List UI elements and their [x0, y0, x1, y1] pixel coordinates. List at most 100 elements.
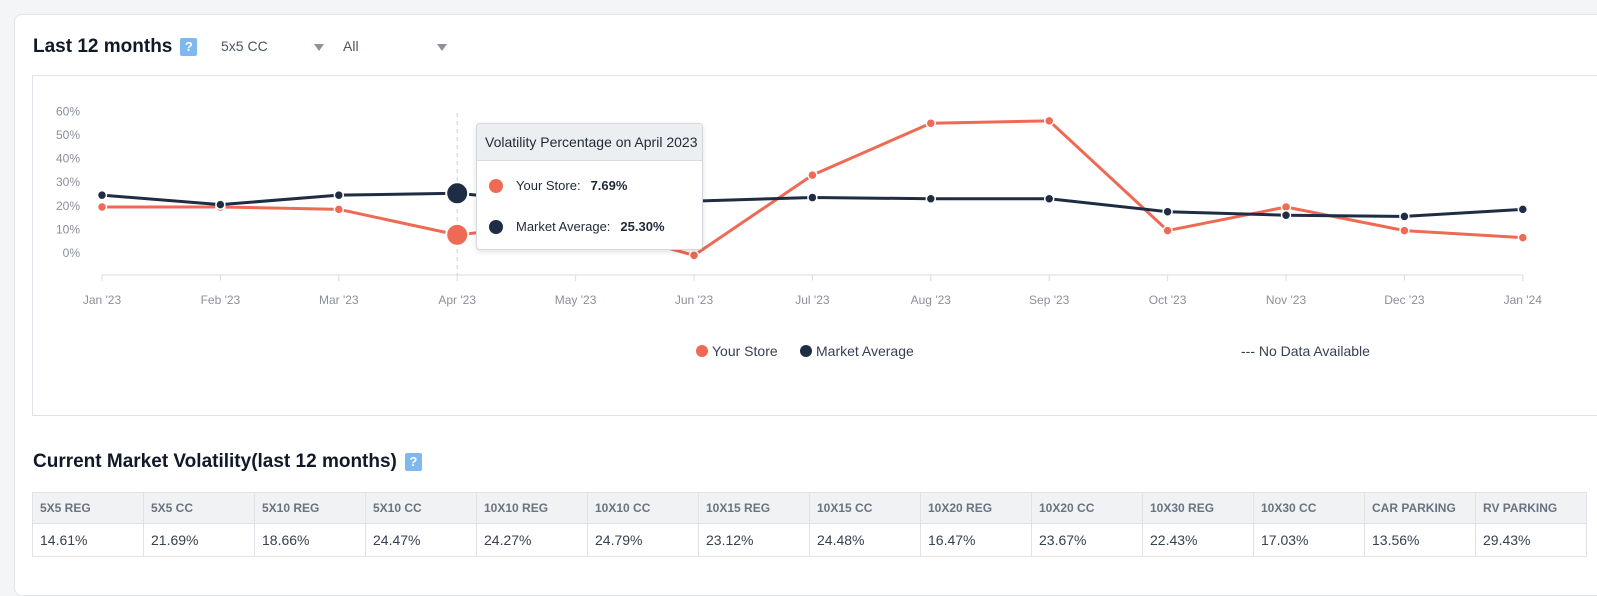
y-tick-label: 10% — [56, 222, 80, 236]
column-header: 5X5 REG — [32, 492, 144, 524]
table-cell: 23.67% — [1031, 523, 1143, 557]
market-average-dot-icon — [489, 219, 503, 234]
table-cell: 24.27% — [476, 523, 588, 557]
chevron-down-icon — [314, 44, 324, 51]
x-tick-label: Jul '23 — [795, 293, 830, 307]
data-point — [925, 117, 937, 129]
table-cell: 18.66% — [254, 523, 366, 557]
chevron-down-icon — [437, 44, 447, 51]
x-tick-label: Nov '23 — [1266, 293, 1307, 307]
legend-dot-icon — [800, 345, 812, 357]
y-tick-label: 60% — [56, 104, 80, 118]
scope-dropdown[interactable]: All — [343, 38, 449, 54]
tooltip-label: Market Average: — [516, 219, 611, 234]
column-header: 10X15 REG — [698, 492, 810, 524]
tooltip-label: Your Store: — [516, 178, 581, 193]
chart-container — [32, 75, 1597, 416]
x-tick-label: May '23 — [555, 293, 597, 307]
scope-value: All — [343, 38, 359, 54]
chart-header: Last 12 months ? — [33, 34, 198, 60]
section-title: Current Market Volatility(last 12 months… — [33, 451, 397, 472]
column-header: 10X20 REG — [920, 492, 1032, 524]
y-tick-label: 50% — [56, 128, 80, 142]
volatility-table: 5X5 REG 5X5 CC 5X10 REG 5X10 CC 10X10 REG 10X… — [32, 492, 1587, 557]
table-cell: 24.48% — [809, 523, 921, 557]
data-point — [807, 169, 818, 181]
data-point — [1162, 206, 1173, 217]
no-data-legend: --- No Data Available — [1241, 343, 1370, 359]
x-tick-label: Oct '23 — [1149, 293, 1187, 307]
help-icon[interactable]: ? — [180, 38, 198, 56]
tooltip-value: 7.69% — [590, 178, 628, 193]
data-point — [1162, 225, 1173, 236]
data-point — [807, 192, 818, 203]
legend-item-market-average[interactable]: Market Average — [800, 343, 914, 359]
series-line-your-store — [102, 119, 1523, 257]
x-tick-label: Sep '23 — [1029, 293, 1070, 307]
table-cell: 29.43% — [1475, 523, 1587, 557]
legend-item-your-store[interactable]: Your Store — [696, 343, 778, 359]
data-point — [925, 193, 937, 204]
column-header: 10X20 CC — [1031, 492, 1143, 524]
y-tick-label: 40% — [56, 152, 80, 166]
column-header: 5X10 CC — [365, 492, 477, 524]
table-cell: 23.12% — [698, 523, 810, 557]
column-header: 10X10 REG — [476, 492, 588, 524]
table-cell: 16.47% — [920, 523, 1032, 557]
table-row: 14.61% 21.69% 18.66% 24.47% 24.27% 24.79% 23.1… — [32, 523, 1587, 557]
data-point — [96, 201, 108, 213]
legend-label: Your Store — [712, 343, 778, 359]
legend-dot-icon — [696, 345, 708, 357]
column-header: CAR PARKING — [1364, 492, 1476, 524]
x-tick-label: Jan '24 — [1504, 293, 1543, 307]
column-header: RV PARKING — [1475, 492, 1587, 524]
column-header: 10X30 REG — [1142, 492, 1254, 524]
your-store-dot-icon — [489, 178, 503, 193]
x-tick-label: Jan '23 — [83, 293, 122, 307]
data-point — [1517, 232, 1529, 243]
data-point — [445, 222, 470, 247]
column-header: 10X30 CC — [1253, 492, 1365, 524]
table-cell: 22.43% — [1142, 523, 1254, 557]
x-tick-label: Feb '23 — [201, 293, 241, 307]
column-header: 10X10 CC — [587, 492, 699, 524]
data-point — [1043, 115, 1055, 127]
table-cell: 24.47% — [365, 523, 477, 557]
x-tick-label: Dec '23 — [1384, 293, 1425, 307]
data-point — [688, 250, 700, 261]
data-point — [215, 199, 226, 210]
y-tick-label: 0% — [63, 246, 81, 260]
tooltip-row-market-average: Market Average: 25.30% — [489, 219, 665, 234]
tooltip-title: Volatility Percentage on April 2023 — [477, 124, 702, 161]
volatility-section-header: Current Market Volatility(last 12 months… — [33, 451, 422, 473]
x-tick-label: Aug '23 — [911, 293, 952, 307]
table-cell: 21.69% — [143, 523, 255, 557]
x-tick-label: Mar '23 — [319, 293, 359, 307]
data-point — [333, 204, 345, 215]
x-tick-label: Apr '23 — [438, 293, 476, 307]
help-icon[interactable]: ? — [404, 453, 422, 471]
tooltip-value: 25.30% — [620, 219, 665, 234]
chart-tooltip: Volatility Percentage on April 2023 Your… — [476, 123, 703, 250]
data-point — [445, 181, 470, 206]
y-tick-label: 20% — [56, 199, 80, 213]
data-point — [1399, 211, 1410, 222]
x-tick-label: Jun '23 — [675, 293, 714, 307]
table-cell: 14.61% — [32, 523, 144, 557]
column-header: 5X5 CC — [143, 492, 255, 524]
table-cell: 24.79% — [587, 523, 699, 557]
data-point — [1517, 204, 1529, 215]
volatility-line-chart: 60% 50% 40% 30% 20% 10% 0% Jan '23 Feb '23 Mar '2… — [56, 104, 1543, 307]
data-point — [96, 189, 108, 201]
column-header: 10X15 CC — [809, 492, 921, 524]
data-point — [1399, 225, 1410, 236]
chart-title: Last 12 months — [33, 36, 173, 57]
legend-label: Market Average — [816, 343, 914, 359]
tooltip-row-your-store: Your Store: 7.69% — [489, 178, 627, 193]
table-cell: 17.03% — [1253, 523, 1365, 557]
unit-size-value: 5x5 CC — [221, 38, 268, 54]
unit-size-dropdown[interactable]: 5x5 CC — [221, 38, 326, 54]
table-header-row: 5X5 REG 5X5 CC 5X10 REG 5X10 CC 10X10 REG 10X… — [32, 492, 1587, 524]
y-tick-label: 30% — [56, 175, 80, 189]
table-cell: 13.56% — [1364, 523, 1476, 557]
